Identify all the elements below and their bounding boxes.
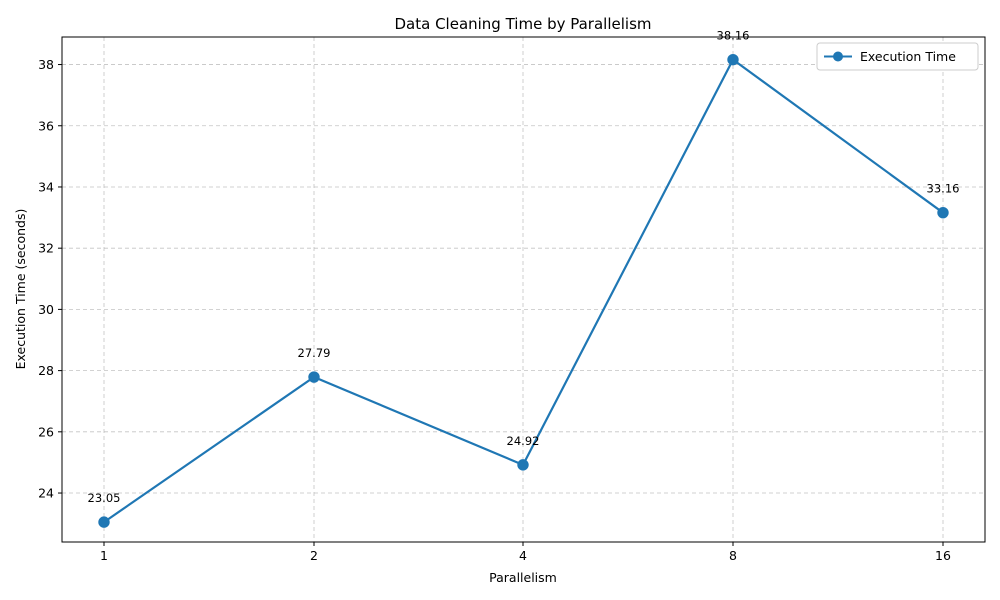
y-tick-label: 24	[38, 486, 54, 501]
y-tick-label: 30	[38, 302, 54, 317]
data-point	[517, 459, 529, 471]
legend: Execution Time	[816, 42, 979, 71]
y-axis: 24 26 28 30 32 34 36 38	[38, 57, 62, 501]
series	[98, 53, 949, 528]
data-point	[727, 53, 739, 66]
x-tick-label: 4	[519, 548, 527, 563]
chart-title: Data Cleaning Time by Parallelism	[394, 15, 651, 33]
y-axis-label: Execution Time (seconds)	[13, 209, 28, 370]
x-tick-label: 8	[729, 548, 737, 563]
x-tick-label: 16	[935, 548, 951, 563]
x-tick-label: 1	[100, 548, 108, 563]
data-label: 23.05	[88, 491, 121, 505]
legend-box	[816, 42, 979, 71]
y-tick-label: 38	[38, 57, 54, 72]
y-tick-label: 32	[38, 241, 54, 256]
grid	[62, 37, 985, 542]
data-point	[308, 371, 320, 383]
data-label: 33.16	[927, 182, 960, 196]
legend-label: Execution Time	[860, 49, 956, 64]
x-tick-label: 2	[310, 548, 318, 563]
y-tick-label: 34	[38, 179, 54, 194]
data-label: 38.16	[717, 29, 750, 43]
y-tick-label: 26	[38, 424, 54, 439]
data-point	[937, 206, 949, 219]
x-axis: 1 2 4 8 16	[100, 542, 951, 563]
y-tick-label: 28	[38, 363, 54, 378]
y-tick-label: 36	[38, 118, 54, 133]
data-point	[98, 516, 110, 528]
data-label: 27.79	[298, 346, 331, 360]
data-label: 24.92	[507, 434, 540, 448]
x-axis-label: Parallelism	[489, 570, 557, 585]
legend-marker	[833, 51, 843, 62]
data-labels: 23.05 27.79 24.92 38.16 33.16	[88, 29, 960, 505]
